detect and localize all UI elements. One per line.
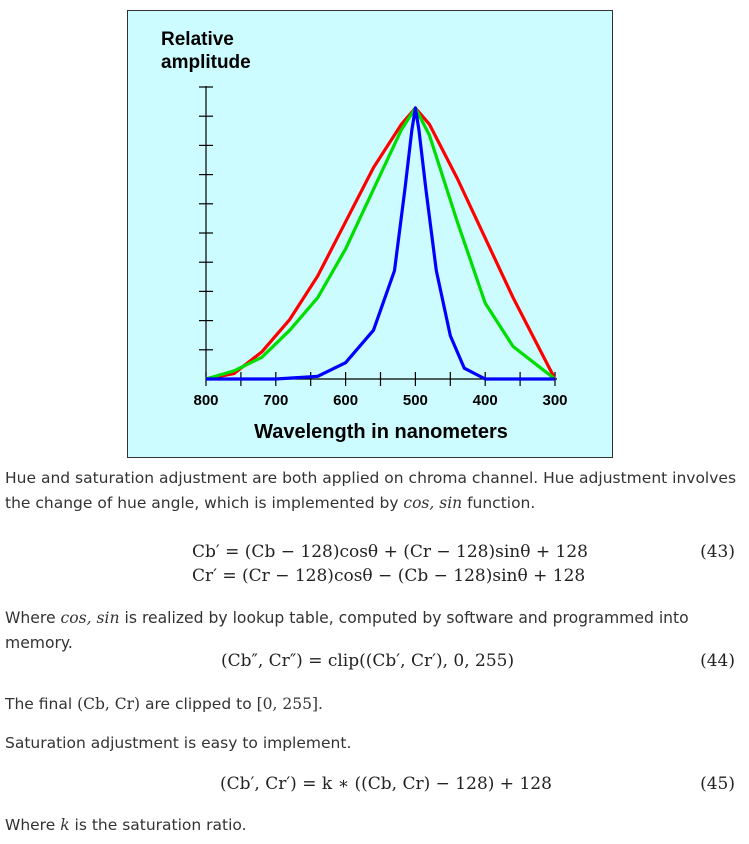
equation-45-number: (45) xyxy=(700,774,735,794)
math-cos-sin: cos, sin xyxy=(403,494,463,512)
paragraph-saturation: Saturation adjustment is easy to impleme… xyxy=(5,734,352,752)
paragraph-ratio-start: Where xyxy=(5,816,61,834)
equation-44-number: (44) xyxy=(700,651,735,671)
paragraph-ratio: Where k is the saturation ratio. xyxy=(5,813,247,838)
x-tick-label: 300 xyxy=(542,392,567,409)
paragraph-clip-end: . xyxy=(318,695,323,713)
chart-title-line1: Relative xyxy=(161,29,234,50)
series-line xyxy=(205,106,557,381)
x-tick-label: 700 xyxy=(263,392,288,409)
x-tick-label: 600 xyxy=(333,392,358,409)
series-line xyxy=(205,106,556,381)
paragraph-hue: Hue and saturation adjustment are both a… xyxy=(5,466,736,516)
paragraph-hue-line2: the change of hue angle, which is implem… xyxy=(5,491,736,516)
x-tick-labels: 800 700 600 500 400 300 xyxy=(193,392,567,409)
chart-title-line2: amplitude xyxy=(161,52,251,73)
equation-43-line2: Cr′ = (Cr − 128)cosθ − (Cb − 128)sinθ + … xyxy=(192,566,586,586)
paragraph-lookup: Where cos, sin is realized by lookup tab… xyxy=(5,606,749,656)
math-range: [0, 255] xyxy=(256,695,319,713)
math-cb-cr: (Cb, Cr) xyxy=(77,695,141,713)
paragraph-hue-line1: Hue and saturation adjustment are both a… xyxy=(5,469,737,487)
paragraph-clip: The final (Cb, Cr) are clipped to [0, 25… xyxy=(5,692,323,717)
paragraph-clip-start: The final xyxy=(5,695,78,713)
chart-axes xyxy=(199,86,557,386)
wavelength-figure: Relative amplitude 800 700 600 500 400 300 Wa… xyxy=(127,10,613,458)
chart-series xyxy=(205,106,557,381)
paragraph-ratio-end: is the saturation ratio. xyxy=(69,816,247,834)
paragraph-lookup-start: Where xyxy=(5,609,61,627)
relative-amplitude-chart: Relative amplitude 800 700 600 500 400 300 Wa… xyxy=(161,29,568,443)
equation-44: (Cb″, Cr″) = clip((Cb′, Cr′), 0, 255) xyxy=(221,651,515,671)
paragraph-lookup-text: is realized by lookup table, computed by… xyxy=(5,609,689,652)
equation-45: (Cb′, Cr′) = k ∗ ((Cb, Cr) − 128) + 128 xyxy=(220,774,552,794)
paragraph-hue-text: the change of hue angle, which is implem… xyxy=(5,494,404,512)
x-tick-label: 500 xyxy=(403,392,428,409)
equation-43-number: (43) xyxy=(700,542,735,562)
paragraph-clip-text: are clipped to xyxy=(140,695,257,713)
series-line xyxy=(206,106,555,381)
chart-x-label: Wavelength in nanometers xyxy=(254,421,508,443)
x-tick-label: 400 xyxy=(473,392,498,409)
math-k: k xyxy=(60,816,70,834)
math-cos-sin-2: cos, sin xyxy=(60,609,120,627)
x-tick-label: 800 xyxy=(193,392,218,409)
paragraph-hue-end: function. xyxy=(462,494,536,512)
equation-43-line1: Cb′ = (Cb − 128)cosθ + (Cr − 128)sinθ + … xyxy=(192,542,588,562)
